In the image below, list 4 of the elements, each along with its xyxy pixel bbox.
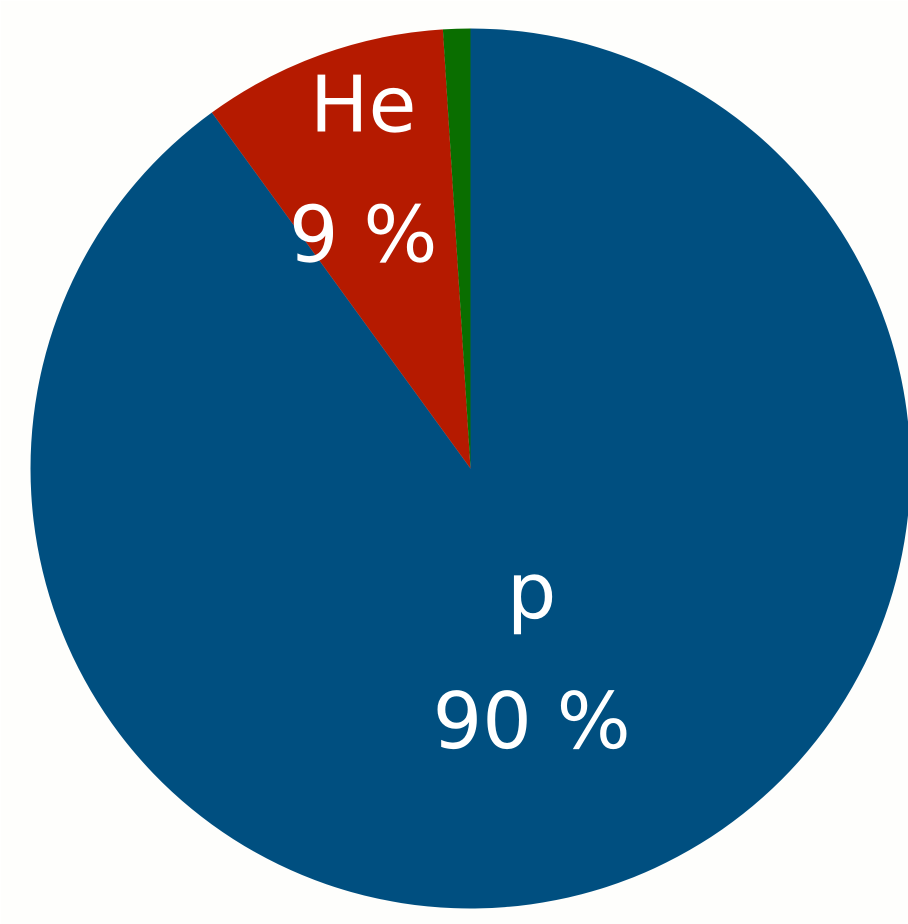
data-label: 90 % [432,676,631,767]
slice-label: p [506,546,556,637]
slice-label: He [310,60,417,150]
data-label: 9 % [288,190,438,280]
